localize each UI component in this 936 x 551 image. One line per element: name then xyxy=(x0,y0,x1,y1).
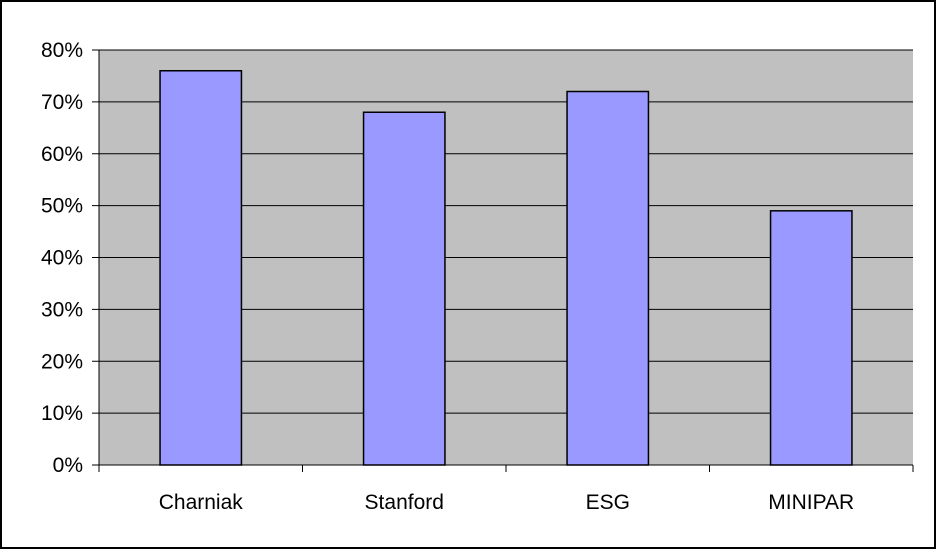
y-tick-label: 20% xyxy=(41,350,83,373)
y-tick-label: 80% xyxy=(41,39,83,62)
bar-esg xyxy=(566,90,650,466)
y-tick-label: 10% xyxy=(41,402,83,425)
bar-stanford xyxy=(362,111,446,466)
y-tick-label: 70% xyxy=(41,91,83,114)
x-category-label: Stanford xyxy=(365,491,444,514)
y-tick-label: 0% xyxy=(53,454,83,477)
y-tick-label: 40% xyxy=(41,247,83,270)
x-category-label: ESG xyxy=(586,491,630,514)
bar-minipar xyxy=(769,210,853,466)
y-tick-label: 60% xyxy=(41,143,83,166)
y-tick-label: 50% xyxy=(41,195,83,218)
y-tick-label: 30% xyxy=(41,298,83,321)
bar-charniak xyxy=(159,70,243,466)
x-category-label: MINIPAR xyxy=(768,491,854,514)
x-category-label: Charniak xyxy=(159,491,244,514)
